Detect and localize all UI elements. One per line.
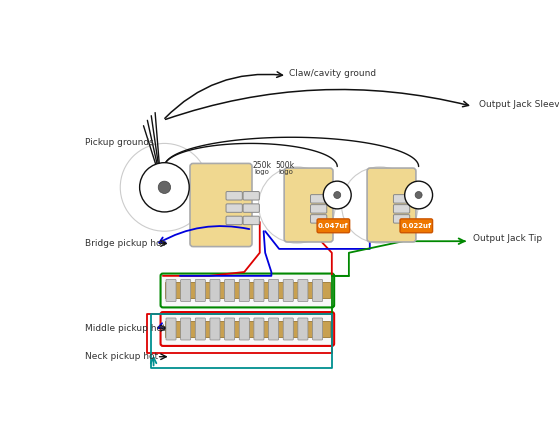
FancyBboxPatch shape [268,279,278,301]
FancyBboxPatch shape [283,318,293,340]
FancyBboxPatch shape [226,204,242,212]
FancyBboxPatch shape [283,279,293,301]
FancyBboxPatch shape [394,215,410,223]
FancyBboxPatch shape [181,279,191,301]
Bar [165,321,329,337]
Text: Pickup grounds: Pickup grounds [86,138,154,147]
FancyBboxPatch shape [268,318,278,340]
Circle shape [415,191,422,198]
FancyBboxPatch shape [226,216,242,225]
FancyBboxPatch shape [239,279,249,301]
FancyBboxPatch shape [243,204,259,212]
FancyBboxPatch shape [310,194,327,203]
FancyBboxPatch shape [166,279,176,301]
FancyBboxPatch shape [195,318,205,340]
Circle shape [259,167,335,243]
FancyBboxPatch shape [394,205,410,213]
FancyBboxPatch shape [284,168,333,242]
Circle shape [405,181,433,209]
FancyBboxPatch shape [254,318,264,340]
FancyBboxPatch shape [312,279,323,301]
Bar [165,283,329,298]
FancyBboxPatch shape [210,279,220,301]
Text: Output Jack Tip: Output Jack Tip [473,233,542,243]
Text: Output Jack Sleeve: Output Jack Sleeve [479,100,559,109]
Text: 250k: 250k [253,161,272,170]
FancyBboxPatch shape [298,279,308,301]
FancyBboxPatch shape [254,279,264,301]
FancyBboxPatch shape [166,318,176,340]
Text: logo: logo [278,169,293,175]
Text: Middle pickup hot: Middle pickup hot [86,324,166,333]
FancyBboxPatch shape [225,318,235,340]
Circle shape [120,143,209,231]
FancyBboxPatch shape [181,318,191,340]
FancyBboxPatch shape [195,279,205,301]
Circle shape [342,167,418,243]
Text: 0.047uf: 0.047uf [318,223,349,229]
Circle shape [334,191,341,198]
Circle shape [323,181,351,209]
FancyBboxPatch shape [312,318,323,340]
FancyBboxPatch shape [394,194,410,203]
FancyBboxPatch shape [160,274,334,307]
FancyBboxPatch shape [317,219,349,233]
FancyBboxPatch shape [190,163,252,247]
FancyBboxPatch shape [243,191,259,200]
FancyBboxPatch shape [239,318,249,340]
Circle shape [140,162,190,212]
Text: logo: logo [255,169,269,175]
FancyBboxPatch shape [243,216,259,225]
Text: Claw/cavity ground: Claw/cavity ground [289,69,376,78]
FancyBboxPatch shape [310,215,327,223]
Text: Neck pickup hot: Neck pickup hot [86,352,159,361]
Circle shape [158,181,170,194]
FancyBboxPatch shape [367,168,416,242]
FancyBboxPatch shape [226,191,242,200]
FancyBboxPatch shape [298,318,308,340]
FancyBboxPatch shape [400,219,433,233]
FancyBboxPatch shape [225,279,235,301]
FancyBboxPatch shape [160,312,334,346]
Text: 0.022uf: 0.022uf [401,223,432,229]
Text: Bridge pickup hot: Bridge pickup hot [86,239,165,248]
FancyBboxPatch shape [310,205,327,213]
FancyBboxPatch shape [210,318,220,340]
Text: 500k: 500k [276,161,295,170]
